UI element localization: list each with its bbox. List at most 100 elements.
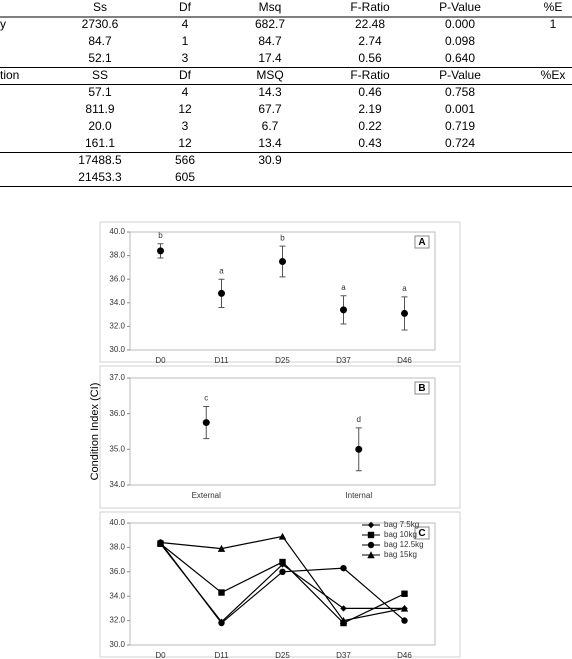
y-tick-label: 34.0 — [109, 298, 125, 307]
x-tick-label: D11 — [214, 356, 229, 365]
significance-letter: d — [357, 415, 361, 424]
table-cell: 0.098 — [445, 34, 475, 48]
point — [401, 309, 408, 317]
y-tick-label: 32.0 — [109, 322, 125, 331]
y-axis-label: Condition Index (CI) — [89, 383, 101, 481]
table-cell: 0.758 — [445, 85, 475, 99]
table-cell: 12 — [178, 102, 192, 116]
table-cell: P-Value — [439, 0, 481, 14]
table-cell: F-Ratio — [350, 0, 390, 14]
marker — [339, 616, 348, 624]
table-cell: 13.4 — [258, 136, 282, 150]
table-cell: 4 — [182, 17, 189, 31]
y-tick-label: 40.0 — [109, 227, 125, 236]
table-cell: Df — [179, 68, 192, 82]
table-cell: 0.22 — [358, 119, 382, 133]
table-cell: P-Value — [439, 68, 481, 82]
y-tick-label: 37.0 — [109, 373, 125, 382]
table-cell: 84.7 — [88, 34, 112, 48]
table-cell: 2.19 — [358, 102, 382, 116]
point — [218, 289, 225, 297]
marker — [401, 590, 408, 597]
table-rules — [0, 16, 572, 187]
panel-box — [414, 381, 430, 395]
significance-letter: a — [341, 283, 346, 292]
y-tick-label: 34.0 — [109, 591, 125, 600]
table-cell: 2.74 — [358, 34, 382, 48]
table-cell: 17.4 — [258, 51, 282, 65]
table-cell: F-Ratio — [350, 68, 390, 82]
table-cell: Msq — [259, 0, 282, 14]
marker — [340, 605, 347, 612]
x-tick-label: D25 — [275, 651, 290, 659]
table-cell: 67.7 — [258, 102, 282, 116]
table-cell: 0.000 — [445, 17, 475, 31]
y-tick-label: 36.0 — [109, 409, 125, 418]
significance-letter: c — [204, 394, 208, 403]
marker — [156, 538, 165, 546]
point — [202, 419, 210, 427]
y-tick-label: 40.0 — [109, 518, 125, 527]
table-cell: 6.7 — [262, 119, 279, 133]
y-tick-label: 30.0 — [109, 640, 125, 649]
panel-box — [414, 235, 430, 249]
table-cell: y — [0, 17, 6, 31]
series-line — [160, 543, 405, 624]
table-cell: Ss — [93, 0, 107, 14]
marker — [218, 589, 225, 596]
table-cell: 22.48 — [355, 17, 385, 31]
x-tick-label: D37 — [336, 356, 351, 365]
table-cell: 682.7 — [255, 17, 285, 31]
panel-letter: B — [418, 383, 425, 394]
marker — [217, 544, 226, 552]
legend-label: bag 12.5kg — [384, 540, 424, 549]
y-tick-label: 34.0 — [109, 480, 125, 489]
table-cell: %Ex — [541, 68, 566, 82]
table-cell: 1 — [550, 17, 557, 31]
x-tick-label: External — [192, 491, 222, 500]
panel-letter: A — [418, 237, 425, 248]
significance-letter: b — [280, 233, 285, 242]
marker — [340, 564, 347, 572]
table-cell: 20.0 — [88, 119, 112, 133]
marker — [278, 532, 287, 540]
table-cell: tion — [0, 68, 19, 82]
table-cell: 161.1 — [85, 136, 115, 150]
plot-area — [129, 522, 436, 646]
y-tick-label: 36.0 — [109, 274, 125, 283]
table-cell: 2730.6 — [82, 17, 119, 31]
marker — [279, 558, 286, 566]
y-tick-label: 32.0 — [109, 616, 125, 625]
x-tick-label: D46 — [397, 356, 412, 365]
table-cell: 17488.5 — [78, 153, 122, 167]
plot-area — [129, 377, 436, 486]
point — [279, 258, 286, 265]
table-cell: 3 — [182, 119, 189, 133]
legend-label: bag 7.5kg — [384, 520, 419, 529]
plot-area — [129, 231, 436, 351]
table-cell: 4 — [182, 85, 189, 99]
significance-letter: b — [158, 231, 163, 240]
table-cell: 12 — [178, 136, 192, 150]
table-cell: 811.9 — [85, 102, 114, 116]
table-cell: 605 — [175, 170, 195, 184]
y-tick-label: 38.0 — [109, 251, 125, 260]
significance-letter: a — [219, 266, 224, 275]
x-tick-label: D46 — [397, 651, 412, 659]
x-tick-label: D25 — [275, 356, 290, 365]
figure-frames — [99, 221, 461, 658]
table-cell: 21453.3 — [78, 170, 122, 184]
marker — [367, 541, 375, 549]
table-cell: 0.640 — [445, 51, 475, 65]
x-tick-label: Internal — [345, 491, 372, 500]
marker — [218, 619, 225, 627]
table-cell: SS — [92, 68, 108, 82]
legend-label: bag 10kg — [384, 530, 417, 539]
marker — [367, 521, 375, 529]
x-tick-label: D0 — [155, 651, 166, 659]
table-cell: 566 — [175, 153, 195, 167]
table-cell: 0.46 — [358, 85, 382, 99]
y-tick-label: 36.0 — [109, 567, 125, 576]
marker — [400, 604, 409, 612]
